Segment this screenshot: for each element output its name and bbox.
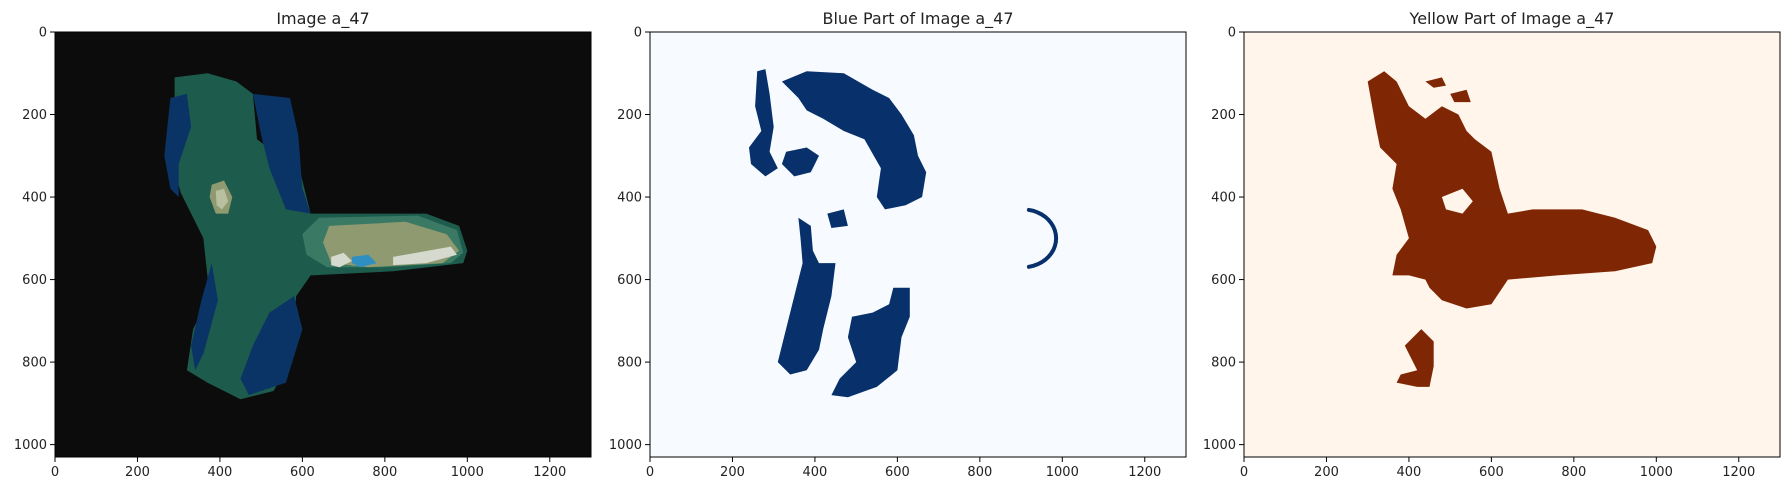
region-pale	[215, 188, 229, 210]
blue-region	[781, 147, 819, 177]
y-tick-label: 1000	[1203, 438, 1236, 453]
yellow-hole	[1441, 188, 1473, 214]
y-tick-label: 0	[1228, 26, 1236, 41]
x-tick-label: 400	[1397, 465, 1422, 480]
region-navy	[191, 263, 218, 371]
region-light	[331, 252, 352, 268]
y-tick-label: 800	[617, 356, 642, 371]
y-tick-label: 400	[22, 191, 47, 206]
panel-1: Image a_47 0 200 400 600 800 1000 1200 0 200 400 60…	[14, 9, 592, 480]
yellow-region	[1425, 77, 1446, 88]
x-tick-label: 200	[720, 465, 745, 480]
x-tick-label: 800	[372, 465, 397, 480]
x-tick-label: 200	[1314, 465, 1339, 480]
region-navy	[252, 93, 311, 214]
x-tick-label: 800	[1561, 465, 1586, 480]
y-tick-label: 400	[617, 191, 642, 206]
x-tick-label: 600	[1479, 465, 1504, 480]
image-content	[749, 69, 1059, 398]
y-tick-label: 1000	[14, 438, 47, 453]
y-tick-label: 200	[1211, 108, 1236, 123]
x-tick-label: 1000	[1640, 465, 1673, 480]
yellow-region	[1450, 89, 1471, 103]
yellow-region	[1396, 329, 1434, 387]
region-navy	[240, 296, 303, 396]
y-tick-label: 600	[22, 273, 47, 288]
blue-region	[831, 287, 910, 398]
chart-title: Blue Part of Image a_47	[822, 9, 1013, 29]
blue-arc	[1026, 207, 1059, 269]
blue-region	[749, 69, 778, 177]
blue-region	[827, 209, 848, 228]
y-tick-label: 1000	[609, 438, 642, 453]
y-tick-label: 400	[1211, 191, 1236, 206]
x-tick-label: 1000	[1046, 465, 1079, 480]
y-tick-label: 200	[22, 108, 47, 123]
blue-region	[777, 217, 836, 375]
image-content	[1367, 71, 1657, 387]
x-tick-label: 600	[885, 465, 910, 480]
x-tick-label: 1000	[451, 465, 484, 480]
panel-3: Yellow Part of Image a_47 0 200 400 600 800 10…	[1203, 9, 1781, 480]
x-tick-label: 0	[51, 465, 59, 480]
region-light	[393, 246, 457, 266]
y-tick-label: 800	[1211, 356, 1236, 371]
chart-title: Image a_47	[276, 9, 369, 29]
x-tick-label: 1200	[1722, 465, 1755, 480]
region-blue	[351, 254, 377, 268]
y-tick-label: 200	[617, 108, 642, 123]
x-tick-label: 0	[1240, 465, 1248, 480]
x-tick-label: 1200	[1128, 465, 1161, 480]
axes-frame	[1243, 31, 1781, 458]
chart-title: Yellow Part of Image a_47	[1409, 9, 1615, 29]
y-tick-label: 600	[1211, 273, 1236, 288]
axes-frame	[649, 31, 1187, 458]
axes-frame	[54, 31, 592, 458]
x-tick-label: 400	[803, 465, 828, 480]
x-tick-label: 1200	[533, 465, 566, 480]
x-tick-label: 400	[208, 465, 233, 480]
region-navy	[164, 93, 192, 197]
image-content	[164, 73, 468, 400]
blue-region	[781, 71, 927, 210]
x-tick-label: 0	[646, 465, 654, 480]
y-tick-label: 600	[617, 273, 642, 288]
image-background	[650, 32, 1186, 457]
y-tick-label: 0	[39, 26, 47, 41]
x-tick-label: 600	[290, 465, 315, 480]
y-tick-label: 0	[634, 26, 642, 41]
x-tick-label: 200	[125, 465, 150, 480]
yellow-region	[1367, 71, 1657, 309]
panel-2: Blue Part of Image a_47 0 200 400 600 800 1000…	[609, 9, 1187, 480]
x-tick-label: 800	[967, 465, 992, 480]
y-tick-label: 800	[22, 356, 47, 371]
